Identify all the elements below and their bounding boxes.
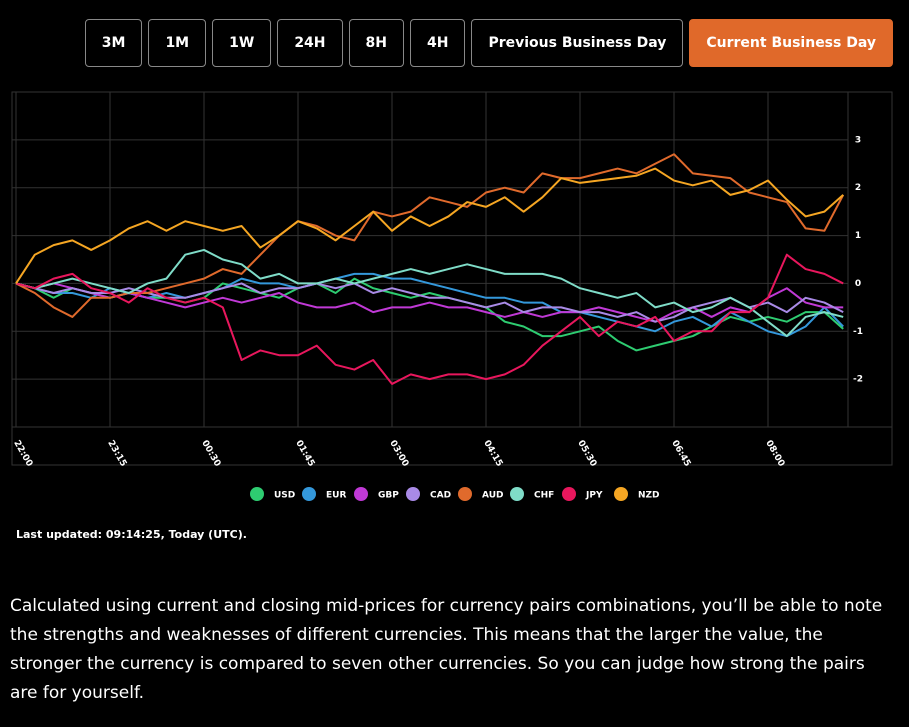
range-button[interactable]: 8H bbox=[348, 19, 404, 67]
legend-label: CAD bbox=[430, 491, 451, 501]
legend-marker bbox=[406, 487, 420, 501]
range-button[interactable]: 3M bbox=[84, 19, 143, 67]
range-button[interactable]: 1W bbox=[212, 19, 272, 67]
x-tick-label: 23:15 bbox=[105, 439, 128, 469]
description: Calculated using current and closing mid… bbox=[10, 596, 883, 703]
legend-marker bbox=[510, 487, 524, 501]
series-line bbox=[15, 282, 844, 323]
range-button[interactable]: Current Business Day bbox=[689, 19, 893, 67]
y-tick-label: -1 bbox=[853, 327, 863, 337]
series-line bbox=[15, 248, 844, 338]
legend-marker bbox=[302, 487, 316, 501]
range-button[interactable]: Previous Business Day bbox=[471, 19, 684, 67]
y-tick-label: 0 bbox=[855, 279, 861, 289]
x-tick-label: 05:30 bbox=[575, 439, 598, 469]
chart: -2 -1 0 1 2 3 22:00 23:15 00:30 01:45 03:00 04:15 05… bbox=[11, 91, 893, 501]
legend-marker bbox=[562, 487, 576, 501]
legend-label: CHF bbox=[534, 491, 554, 501]
x-tick-label: 06:45 bbox=[669, 439, 692, 469]
series-line bbox=[15, 272, 844, 338]
legend-label: NZD bbox=[638, 491, 660, 501]
range-buttons: 3M 1M 1W 24H 8H 4H Previous Business Day Curren… bbox=[84, 19, 893, 67]
y-tick-label: 1 bbox=[855, 231, 861, 241]
y-tick-label: 3 bbox=[855, 135, 861, 145]
series-line bbox=[15, 277, 844, 352]
legend-label: AUD bbox=[482, 491, 503, 501]
legend-marker bbox=[458, 487, 472, 501]
range-button[interactable]: 1M bbox=[148, 19, 207, 67]
legend-label: GBP bbox=[378, 491, 399, 501]
series-line bbox=[15, 253, 844, 385]
x-tick-label: 04:15 bbox=[481, 439, 504, 469]
x-tick-label: 00:30 bbox=[199, 439, 222, 469]
legend-label: EUR bbox=[326, 491, 346, 501]
x-tick-label: 08:00 bbox=[763, 439, 786, 469]
y-tick-label: 2 bbox=[855, 183, 861, 193]
legend-label: JPY bbox=[585, 491, 603, 501]
x-tick-label: 03:00 bbox=[387, 439, 410, 469]
x-tick-label: 22:00 bbox=[11, 439, 34, 469]
last-updated: Last updated: 09:14:25, Today (UTC). bbox=[16, 528, 247, 541]
x-tick-label: 01:45 bbox=[293, 439, 316, 469]
range-button[interactable]: 4H bbox=[409, 19, 466, 67]
legend-marker bbox=[354, 487, 368, 501]
legend-marker bbox=[250, 487, 264, 501]
range-button[interactable]: 24H bbox=[277, 19, 343, 67]
legend-label: USD bbox=[274, 491, 295, 501]
series-line bbox=[15, 167, 844, 284]
series-line bbox=[15, 282, 844, 323]
legend-marker bbox=[614, 487, 628, 501]
chart-frame bbox=[11, 91, 893, 466]
y-tick-label: -2 bbox=[853, 375, 863, 385]
